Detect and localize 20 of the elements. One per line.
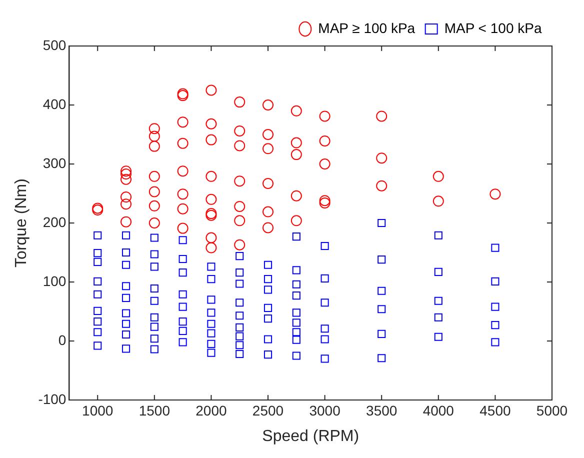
x-tick-label: 4000 — [422, 402, 454, 418]
x-tick-label: 1500 — [138, 402, 170, 418]
y-axis-title: Torque (Nm) — [13, 178, 30, 268]
y-tick-label: 200 — [42, 214, 66, 230]
x-tick-label: 3500 — [366, 402, 398, 418]
y-tick-label: -100 — [38, 390, 66, 407]
x-tick-label: 2500 — [252, 402, 284, 418]
y-tick-label: 100 — [42, 272, 66, 289]
x-tick-label: 4500 — [480, 402, 511, 418]
x-tick-label: 1000 — [82, 402, 114, 418]
x-axis-title: Speed (RPM) — [262, 428, 360, 445]
x-tick-label: 3000 — [309, 402, 341, 418]
y-tick-label: 300 — [42, 154, 66, 171]
legend-label: MAP < 100 kPa — [444, 20, 542, 36]
x-tick-label: 2000 — [196, 402, 227, 418]
legend-label: MAP ≥ 100 kPa — [318, 20, 416, 36]
y-tick-label: 0 — [58, 332, 66, 348]
y-tick-label: 400 — [42, 96, 66, 112]
x-tick-label: 5000 — [536, 402, 568, 418]
y-tick-label: 500 — [42, 36, 66, 53]
